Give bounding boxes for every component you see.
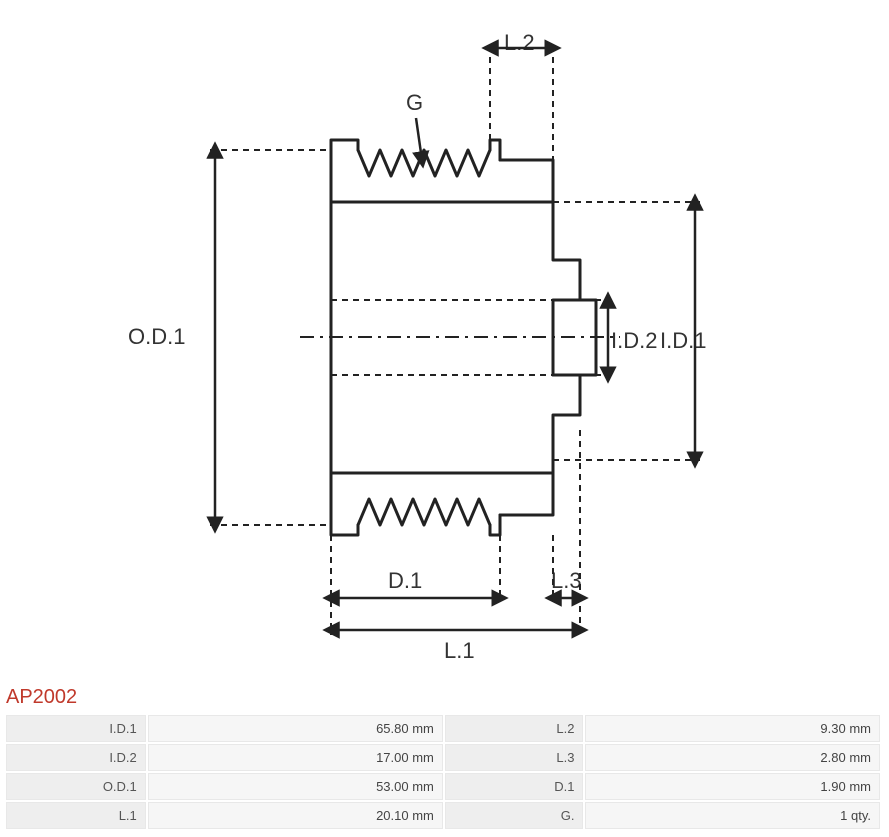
spec-val: 1 qty. — [585, 802, 880, 829]
spec-val: 17.00 mm — [148, 744, 443, 771]
spec-val: 20.10 mm — [148, 802, 443, 829]
spec-key: O.D.1 — [6, 773, 146, 800]
technical-diagram: O.D.1 I.D.1 I.D.2 L.1 L.2 L.3 D.1 G — [0, 0, 889, 680]
spec-key: L.1 — [6, 802, 146, 829]
spec-key: L.2 — [445, 715, 584, 742]
spec-key: G. — [445, 802, 584, 829]
spec-val: 65.80 mm — [148, 715, 443, 742]
diagram-svg — [0, 0, 889, 680]
spec-val: 53.00 mm — [148, 773, 443, 800]
table-row: L.120.10 mmG.1 qty. — [6, 802, 880, 829]
spec-key: D.1 — [445, 773, 584, 800]
spec-val: 9.30 mm — [585, 715, 880, 742]
spec-key: I.D.2 — [6, 744, 146, 771]
page-root: O.D.1 I.D.1 I.D.2 L.1 L.2 L.3 D.1 G — [0, 0, 889, 831]
table-row: I.D.217.00 mmL.32.80 mm — [6, 744, 880, 771]
table-row: I.D.165.80 mmL.29.30 mm — [6, 715, 880, 742]
table-row: O.D.153.00 mmD.11.90 mm — [6, 773, 880, 800]
spec-table: I.D.165.80 mmL.29.30 mmI.D.217.00 mmL.32… — [4, 713, 882, 831]
spec-tbody: I.D.165.80 mmL.29.30 mmI.D.217.00 mmL.32… — [6, 715, 880, 829]
spec-val: 1.90 mm — [585, 773, 880, 800]
spec-key: I.D.1 — [6, 715, 146, 742]
spec-val: 2.80 mm — [585, 744, 880, 771]
spec-key: L.3 — [445, 744, 584, 771]
part-code: AP2002 — [0, 680, 889, 713]
